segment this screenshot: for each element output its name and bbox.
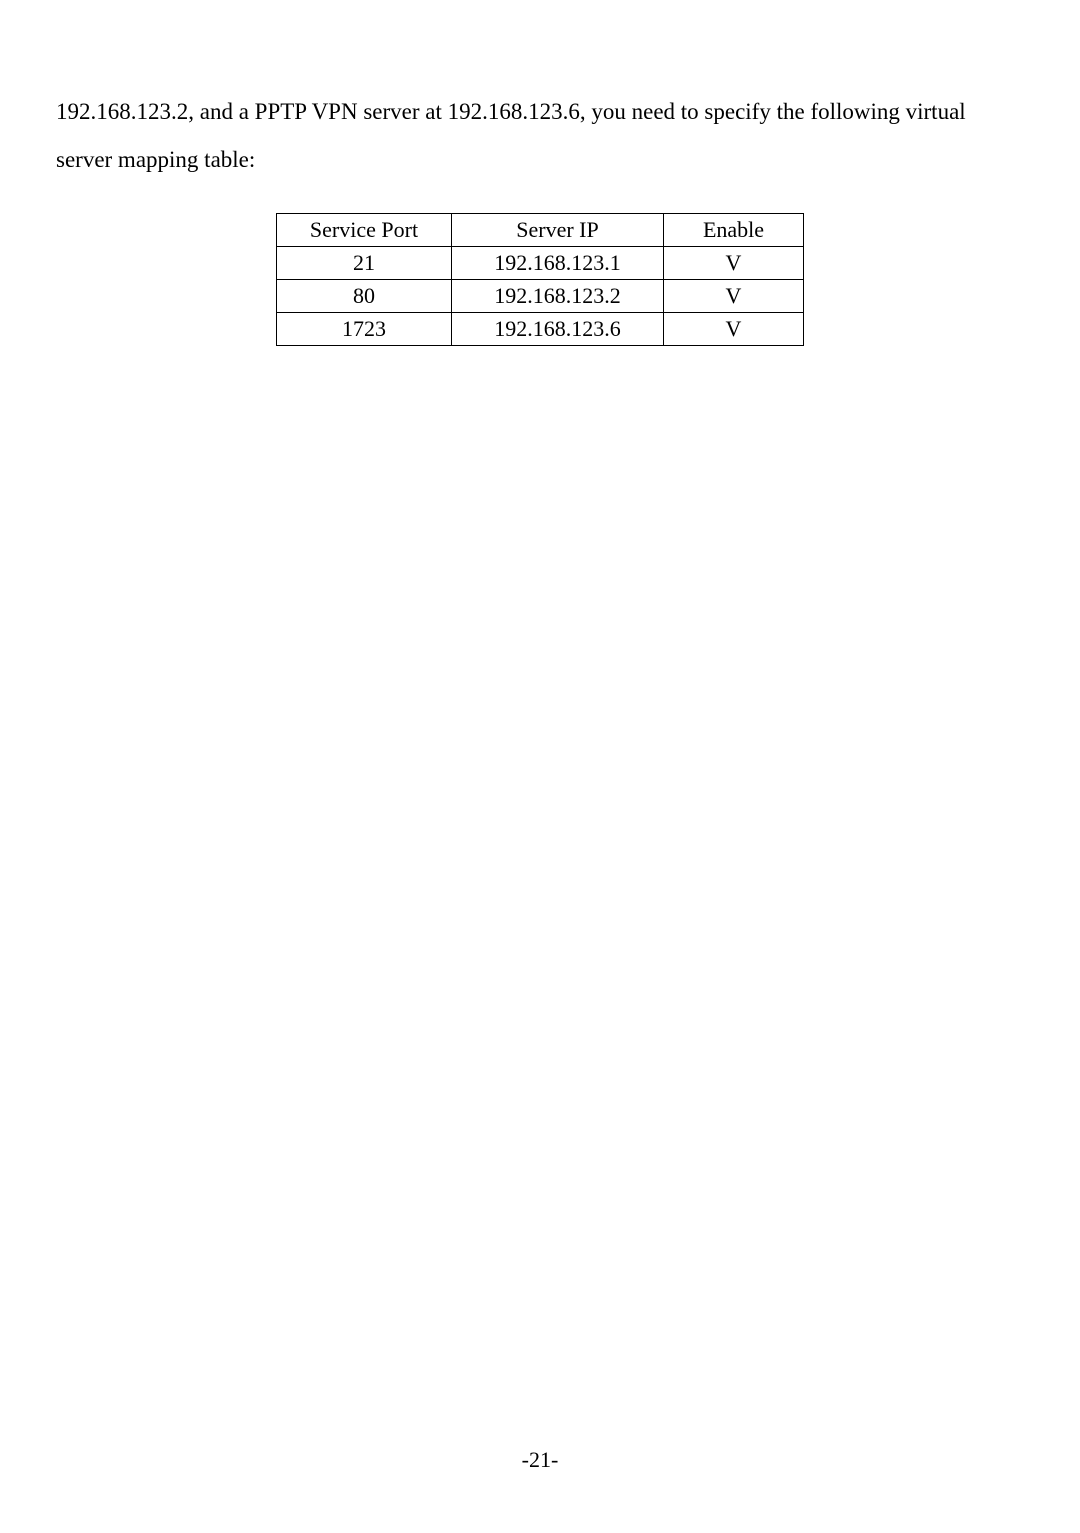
virtual-server-mapping-table: Service Port Server IP Enable 21 192.168… <box>276 213 804 346</box>
cell-server-ip: 192.168.123.2 <box>452 279 664 312</box>
mapping-table-container: Service Port Server IP Enable 21 192.168… <box>56 213 1024 346</box>
cell-enable: V <box>664 246 804 279</box>
page-container: 192.168.123.2, and a PPTP VPN server at … <box>0 0 1080 1533</box>
col-header-enable: Enable <box>664 213 804 246</box>
cell-service-port: 80 <box>277 279 452 312</box>
cell-enable: V <box>664 279 804 312</box>
page-number: -21- <box>0 1447 1080 1473</box>
cell-server-ip: 192.168.123.6 <box>452 312 664 345</box>
intro-paragraph: 192.168.123.2, and a PPTP VPN server at … <box>56 88 1024 185</box>
table-row: 80 192.168.123.2 V <box>277 279 804 312</box>
cell-enable: V <box>664 312 804 345</box>
table-header-row: Service Port Server IP Enable <box>277 213 804 246</box>
cell-service-port: 1723 <box>277 312 452 345</box>
col-header-service-port: Service Port <box>277 213 452 246</box>
table-row: 21 192.168.123.1 V <box>277 246 804 279</box>
cell-service-port: 21 <box>277 246 452 279</box>
col-header-server-ip: Server IP <box>452 213 664 246</box>
table-row: 1723 192.168.123.6 V <box>277 312 804 345</box>
cell-server-ip: 192.168.123.1 <box>452 246 664 279</box>
